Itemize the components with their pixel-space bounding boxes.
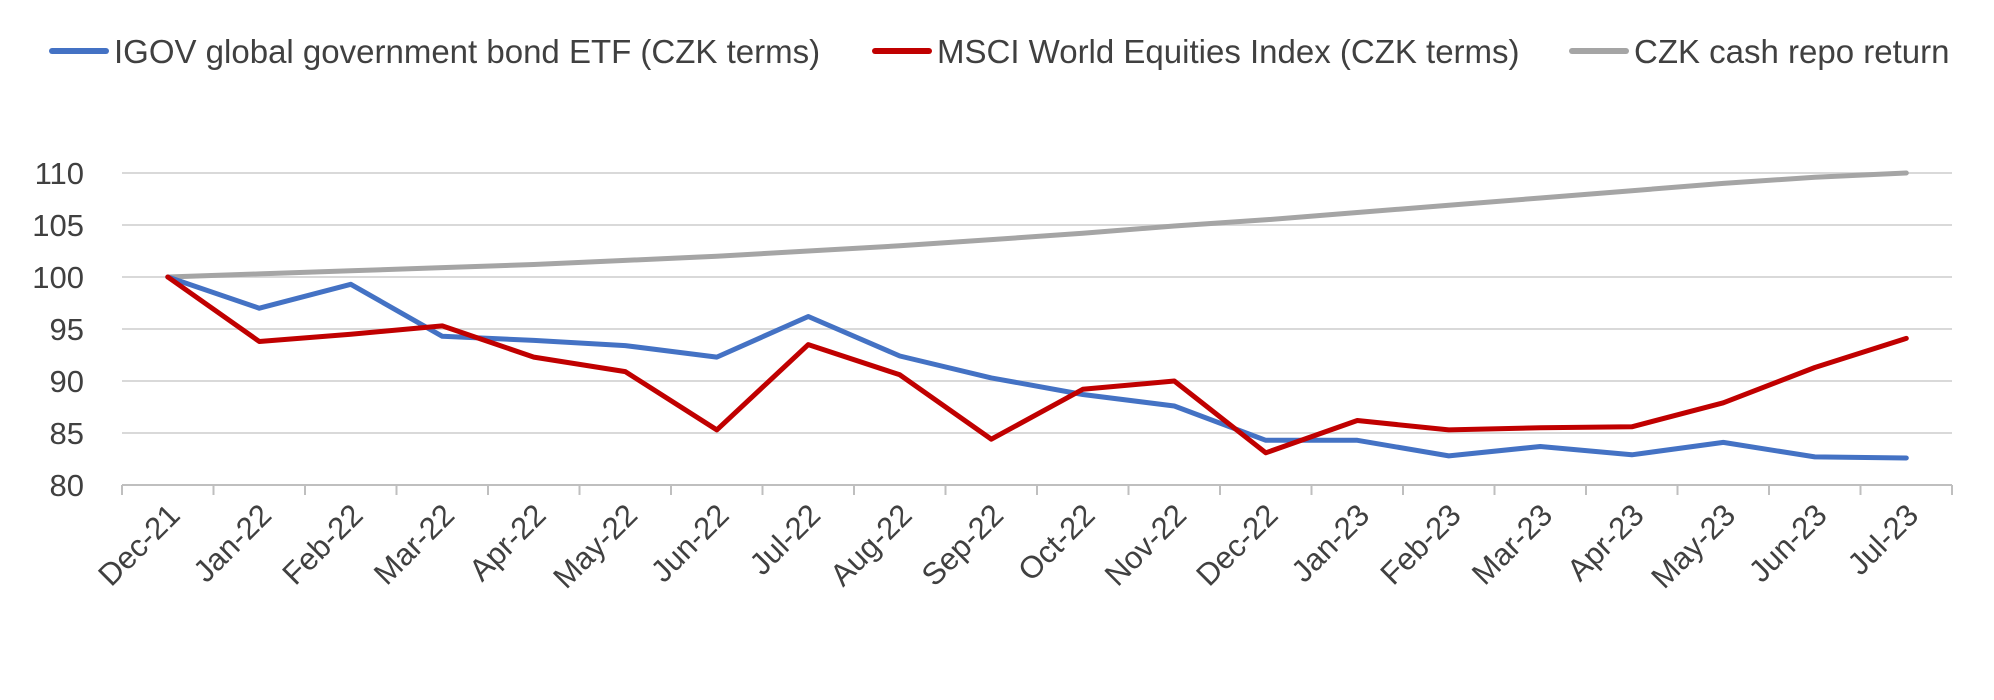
y-axis: 80 85 90 95 100 105 110 <box>32 156 84 503</box>
y-tick-label: 95 <box>50 312 84 347</box>
legend-label: MSCI World Equities Index (CZK terms) <box>937 33 1520 70</box>
x-tick-label: Nov-22 <box>1098 497 1193 592</box>
legend-item-1: MSCI World Equities Index (CZK terms) <box>872 33 1520 70</box>
x-tick-label: Jun-22 <box>644 497 736 589</box>
x-tick-label: Jul-22 <box>743 497 827 581</box>
series-line-1 <box>165 274 1909 456</box>
x-tick-label: Jul-23 <box>1841 497 1925 581</box>
x-tick-label: Jun-23 <box>1742 497 1834 589</box>
y-tick-label: 80 <box>50 468 84 503</box>
x-tick-label: May-22 <box>546 497 644 595</box>
series-line-2 <box>165 170 1909 280</box>
x-tick-label: Mar-23 <box>1465 497 1559 591</box>
x-tick-label: Aug-22 <box>823 497 918 592</box>
x-tick-label: Jan-23 <box>1284 497 1376 589</box>
legend-item-2: CZK cash repo return <box>1569 33 1949 70</box>
x-tick-label: Sep-22 <box>915 497 1010 592</box>
y-tick-label: 90 <box>50 364 84 399</box>
x-tick-label: Dec-21 <box>91 497 186 592</box>
y-tick-label: 85 <box>50 416 84 451</box>
x-tick-label: Jan-22 <box>186 497 278 589</box>
x-tick-label: Feb-22 <box>275 497 369 591</box>
y-tick-label: 105 <box>32 208 84 243</box>
y-tick-label: 110 <box>35 156 84 191</box>
x-tick-label: May-23 <box>1644 497 1742 595</box>
series-lines <box>165 170 1909 461</box>
legend-item-0: IGOV global government bond ETF (CZK ter… <box>49 33 820 70</box>
x-tick-label: Mar-22 <box>367 497 461 591</box>
legend-label: IGOV global government bond ETF (CZK ter… <box>114 33 820 70</box>
y-tick-label: 100 <box>32 260 84 295</box>
x-tick-label: Apr-22 <box>462 497 553 588</box>
series-line-0 <box>165 274 1909 461</box>
x-tick-label: Feb-23 <box>1373 497 1467 591</box>
x-tick-label: Oct-22 <box>1011 497 1102 588</box>
legend-label: CZK cash repo return <box>1634 33 1949 70</box>
x-tick-label: Dec-22 <box>1189 497 1284 592</box>
legend: IGOV global government bond ETF (CZK ter… <box>49 33 1949 70</box>
x-tick-label: Apr-23 <box>1560 497 1651 588</box>
gridlines <box>122 172 1952 434</box>
